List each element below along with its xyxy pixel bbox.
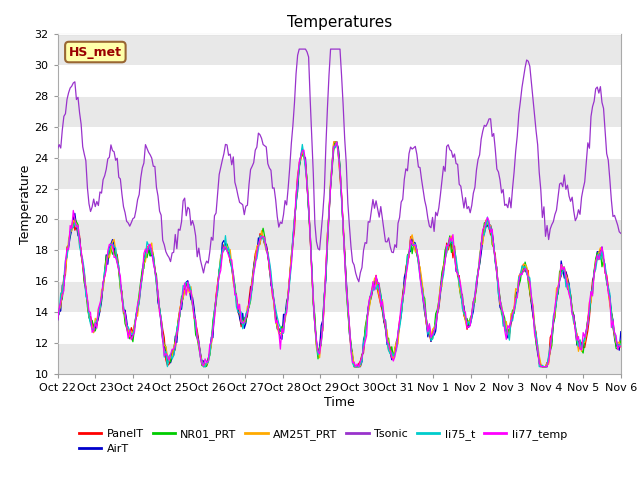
li75_t (242, 311, 250, 316)
li77_temp (300, 147, 308, 153)
AM25T_PRT (123, 324, 131, 329)
AirT (252, 254, 259, 260)
Legend: PanelT, AirT, NR01_PRT, AM25T_PRT, Tsonic, li75_t, li77_temp: PanelT, AirT, NR01_PRT, AM25T_PRT, Tsoni… (74, 424, 572, 459)
li75_t (252, 258, 259, 264)
Tsonic (617, 230, 625, 236)
NR01_PRT (201, 364, 209, 370)
PanelT (301, 162, 309, 168)
AirT (242, 320, 250, 326)
Tsonic (589, 104, 596, 109)
AM25T_PRT (617, 344, 625, 350)
PanelT (589, 277, 596, 283)
AM25T_PRT (330, 139, 337, 145)
Tsonic (250, 160, 257, 166)
AirT (54, 317, 61, 323)
AM25T_PRT (54, 315, 61, 321)
AM25T_PRT (252, 254, 259, 260)
Bar (58, 157, 621, 189)
li75_t (123, 322, 131, 327)
AirT (201, 364, 209, 370)
PanelT (200, 364, 207, 370)
NR01_PRT (123, 325, 131, 331)
AM25T_PRT (242, 315, 250, 321)
li77_temp (123, 324, 131, 329)
li75_t (333, 139, 340, 145)
PanelT (54, 309, 61, 315)
AirT (617, 329, 625, 335)
NR01_PRT (589, 291, 596, 297)
li75_t (54, 314, 61, 320)
li77_temp (589, 293, 596, 299)
Line: Tsonic: Tsonic (58, 49, 621, 282)
li77_temp (54, 317, 61, 323)
li77_temp (333, 139, 340, 145)
PanelT (223, 245, 231, 251)
Line: PanelT: PanelT (58, 142, 621, 367)
li75_t (223, 248, 231, 254)
Tsonic (241, 212, 248, 217)
Bar (58, 219, 621, 251)
NR01_PRT (332, 139, 339, 145)
li77_temp (617, 344, 625, 349)
Tsonic (295, 46, 303, 52)
PanelT (252, 251, 259, 256)
Line: li77_temp: li77_temp (58, 142, 621, 367)
X-axis label: Time: Time (324, 396, 355, 409)
Tsonic (221, 142, 229, 147)
Bar (58, 281, 621, 312)
PanelT (242, 316, 250, 322)
Bar (58, 34, 621, 65)
AM25T_PRT (223, 243, 231, 249)
Bar (58, 96, 621, 127)
PanelT (123, 323, 131, 328)
Y-axis label: Temperature: Temperature (19, 164, 31, 244)
Tsonic (301, 46, 309, 52)
Tsonic (123, 218, 131, 224)
NR01_PRT (242, 319, 250, 325)
AirT (332, 139, 339, 145)
Tsonic (355, 279, 363, 285)
AM25T_PRT (200, 364, 207, 370)
li77_temp (241, 319, 248, 324)
AirT (589, 282, 596, 288)
li77_temp (250, 270, 257, 276)
PanelT (330, 139, 337, 145)
Text: HS_met: HS_met (69, 46, 122, 59)
li75_t (301, 167, 309, 172)
Title: Temperatures: Temperatures (287, 15, 392, 30)
li77_temp (221, 244, 229, 250)
AirT (123, 317, 131, 323)
NR01_PRT (301, 162, 309, 168)
NR01_PRT (223, 241, 231, 247)
li75_t (589, 287, 596, 292)
li75_t (164, 364, 172, 370)
PanelT (617, 342, 625, 348)
AM25T_PRT (589, 284, 596, 289)
NR01_PRT (54, 309, 61, 314)
Line: AM25T_PRT: AM25T_PRT (58, 142, 621, 367)
Tsonic (54, 146, 61, 152)
AirT (301, 155, 309, 161)
NR01_PRT (617, 338, 625, 344)
NR01_PRT (252, 257, 259, 263)
li75_t (617, 341, 625, 347)
Line: AirT: AirT (58, 142, 621, 367)
Bar (58, 343, 621, 374)
AirT (223, 246, 231, 252)
Line: NR01_PRT: NR01_PRT (58, 142, 621, 367)
li77_temp (352, 364, 360, 370)
Line: li75_t: li75_t (58, 142, 621, 367)
AM25T_PRT (301, 162, 309, 168)
